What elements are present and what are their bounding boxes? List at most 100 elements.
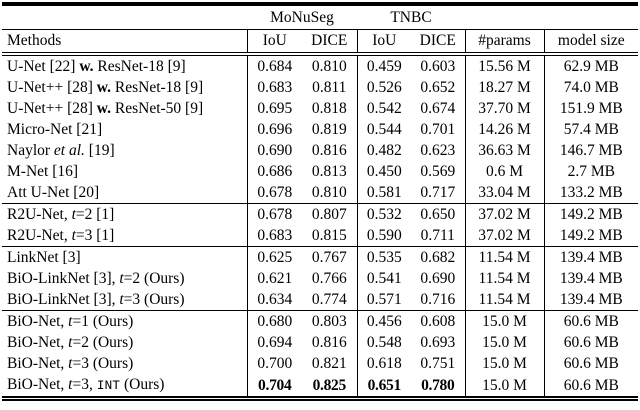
dice-monuseg-cell: 0.825 [302, 374, 358, 399]
iou-monuseg-cell: 0.686 [257, 163, 293, 180]
method-text-segment: =3 (Ours) [72, 355, 134, 372]
iou-tnbc-cell: 0.526 [366, 79, 402, 96]
column-header-model-size: model size [544, 29, 639, 56]
iou-monuseg-cell: 0.700 [257, 355, 293, 372]
method-text-segment: R2U-Net, [7, 227, 72, 244]
method-text-segment: ResNet-50 [9] [111, 100, 204, 117]
method-cell: BiO-Net, t=3 (Ours) [2, 353, 248, 374]
iou-tnbc-cell: 0.541 [366, 270, 402, 287]
table-row: BiO-LinkNet [3], t=2 (Ours) 0.621 0.766 0.5… [2, 268, 638, 289]
method-cell: Naylor et al. [19] [2, 140, 248, 161]
method-cell: U-Net++ [28] w. ResNet-50 [9] [2, 98, 248, 119]
method-text-segment: w. [96, 100, 112, 117]
params-cell: 18.27 M [465, 77, 545, 98]
method-text-segment: INT [96, 378, 121, 393]
method-text-segment: Naylor [7, 142, 54, 159]
iou-tnbc-cell: 0.581 [366, 184, 402, 201]
method-cell: U-Net [22] w. ResNet-18 [9] [2, 54, 248, 77]
table-row: U-Net++ [28] w. ResNet-18 [9] 0.683 0.811 0… [2, 77, 638, 98]
iou-monuseg-cell: 0.678 [247, 203, 302, 225]
model-size-cell: 139.4 MB [544, 246, 639, 268]
method-cell: BiO-LinkNet [3], t=3 (Ours) [2, 289, 248, 311]
dice-tnbc-cell: 0.603 [411, 54, 466, 77]
model-size-cell: 149.2 MB [559, 227, 623, 244]
dice-tnbc-cell: 0.701 [411, 119, 466, 140]
iou-tnbc-cell: 0.548 [366, 334, 402, 351]
table-row: M-Net [16] 0.686 0.813 0.450 0.569 0.6 M 2.7 M… [2, 161, 638, 182]
params-cell: 37.02 M [465, 203, 545, 225]
method-cell: R2U-Net, t=3 [1] [2, 225, 248, 247]
table-row: Micro-Net [21] 0.696 0.819 0.544 0.701 14.26 … [2, 119, 638, 140]
iou-tnbc-cell: 0.532 [357, 203, 412, 225]
method-text-segment: BiO-Net, [7, 334, 69, 351]
iou-monuseg-cell: 0.690 [257, 142, 293, 159]
model-size-cell: 139.4 MB [559, 291, 623, 308]
dice-monuseg-cell: 0.774 [302, 289, 358, 311]
method-text-segment: w. [79, 58, 94, 75]
method-cell: M-Net [16] [2, 161, 248, 182]
model-size-cell: 60.6 MB [563, 355, 619, 372]
results-table: MoNuSeg TNBC Methods IoU DICE IoU DICE #… [2, 2, 639, 401]
method-text-segment: t [68, 355, 73, 372]
iou-monuseg-cell: 0.694 [257, 334, 293, 351]
dice-tnbc-cell: 0.693 [411, 332, 466, 353]
table-row: LinkNet [3] 0.625 0.767 0.535 0.682 11.54 M 13… [2, 246, 639, 268]
iou-monuseg-cell: 0.680 [247, 310, 302, 332]
method-cell: BiO-Net, t=2 (Ours) [2, 332, 248, 353]
dice-tnbc-cell: 0.608 [411, 310, 466, 332]
method-text-segment: [19] [84, 142, 115, 159]
table-row: BiO-LinkNet [3], t=3 (Ours) 0.634 0.774 0.5… [2, 289, 638, 311]
method-text-segment: (Ours) [120, 376, 165, 393]
method-text-segment: =1 (Ours) [72, 313, 134, 330]
method-text-segment: M-Net [16] [7, 163, 79, 180]
method-text-segment: =3 [1] [75, 227, 115, 244]
dice-monuseg-cell: 0.810 [302, 182, 358, 204]
dice-monuseg-cell: 0.815 [302, 225, 358, 247]
method-text-segment: t [68, 334, 73, 351]
table-row: Att U-Net [20] 0.678 0.810 0.581 0.717 33.04 … [2, 182, 638, 204]
table-row: BiO-Net, t=1 (Ours) 0.680 0.803 0.456 0.608 1… [2, 310, 639, 332]
params-cell: 11.54 M [465, 246, 545, 268]
method-text-segment: U-Net++ [28] [7, 79, 97, 96]
iou-tnbc-cell: 0.482 [366, 142, 402, 159]
dice-monuseg-cell: 0.816 [302, 332, 358, 353]
dice-monuseg-cell: 0.807 [302, 203, 358, 225]
table-row: U-Net [22] w. ResNet-18 [9] 0.684 0.810 0.4… [2, 54, 638, 77]
dice-tnbc-cell: 0.682 [411, 246, 466, 268]
iou-monuseg-cell: 0.683 [257, 79, 293, 96]
method-text-segment: BiO-Net, [7, 355, 69, 372]
model-size-cell: 149.2 MB [544, 203, 639, 225]
model-size-cell: 74.0 MB [563, 79, 619, 96]
params-cell: 15.0 M [465, 353, 545, 374]
iou-tnbc-cell: 0.618 [366, 355, 402, 372]
params-cell: 15.0 M [465, 310, 545, 332]
method-text-segment: et al. [53, 142, 85, 159]
dice-tnbc-cell: 0.716 [411, 289, 466, 311]
dice-monuseg-cell: 0.766 [302, 268, 358, 289]
model-size-cell: 2.7 MB [567, 163, 615, 180]
dice-monuseg-cell: 0.821 [302, 353, 358, 374]
table-body: U-Net [22] w. ResNet-18 [9] 0.684 0.810 0.4… [2, 54, 639, 399]
params-cell: 0.6 M [465, 161, 545, 182]
method-text-segment: BiO-LinkNet [3], [7, 291, 120, 308]
dice-monuseg-cell: 0.818 [302, 98, 358, 119]
method-text-segment: Micro-Net [21] [7, 121, 103, 138]
table-row: BiO-Net, t=3 (Ours) 0.700 0.821 0.618 0.751 1… [2, 353, 638, 374]
method-text-segment: =2 (Ours) [123, 270, 185, 287]
dice-monuseg-cell: 0.819 [302, 119, 358, 140]
column-header-dice-tnbc: DICE [411, 29, 466, 56]
params-cell: 11.54 M [465, 268, 545, 289]
table-row: BiO-Net, t=2 (Ours) 0.694 0.816 0.548 0.693 1… [2, 332, 638, 353]
iou-monuseg-cell: 0.621 [257, 270, 293, 287]
table-row: BiO-Net, t=3, INT (Ours) 0.704 0.825 0.651 0… [2, 374, 638, 399]
model-size-cell: 133.2 MB [559, 184, 623, 201]
model-size-cell: 146.7 MB [559, 142, 623, 159]
dataset-header-spacer [2, 4, 247, 30]
method-text-segment: =2 (Ours) [72, 334, 134, 351]
iou-monuseg-cell: 0.625 [247, 246, 302, 268]
method-text-segment: t [68, 313, 73, 330]
method-text-segment: ResNet-18 [9] [93, 58, 186, 75]
iou-monuseg-cell: 0.634 [257, 291, 293, 308]
method-text-segment: LinkNet [3] [7, 249, 81, 266]
